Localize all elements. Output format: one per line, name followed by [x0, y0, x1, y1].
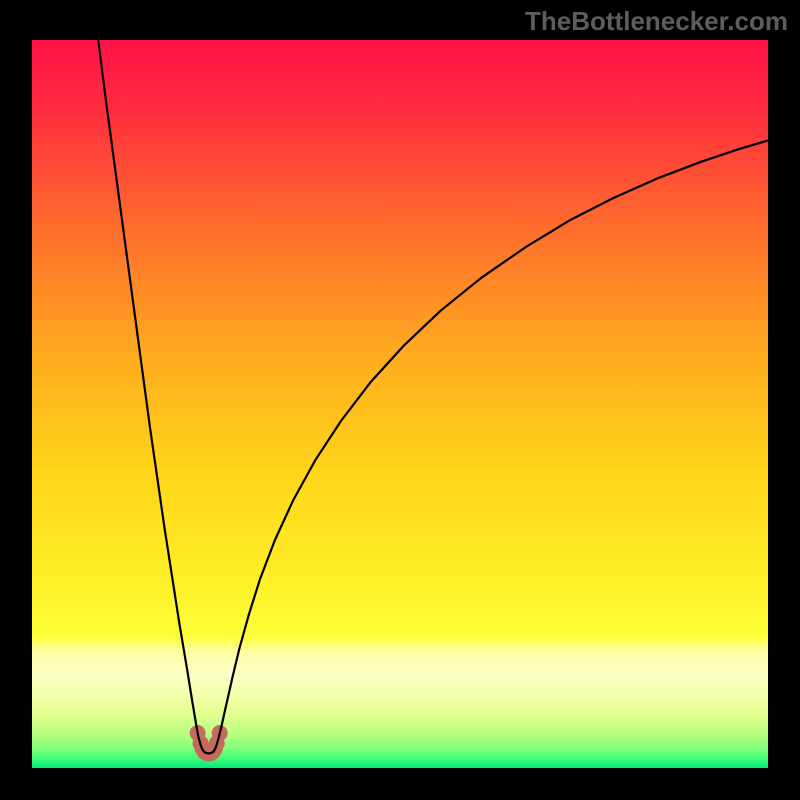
plot-area	[32, 40, 768, 768]
curve-layer	[32, 40, 768, 768]
bottleneck-curve	[98, 40, 768, 753]
chart-container: TheBottlenecker.com	[0, 0, 800, 800]
marker-group	[190, 725, 228, 761]
watermark-text: TheBottlenecker.com	[525, 6, 788, 37]
